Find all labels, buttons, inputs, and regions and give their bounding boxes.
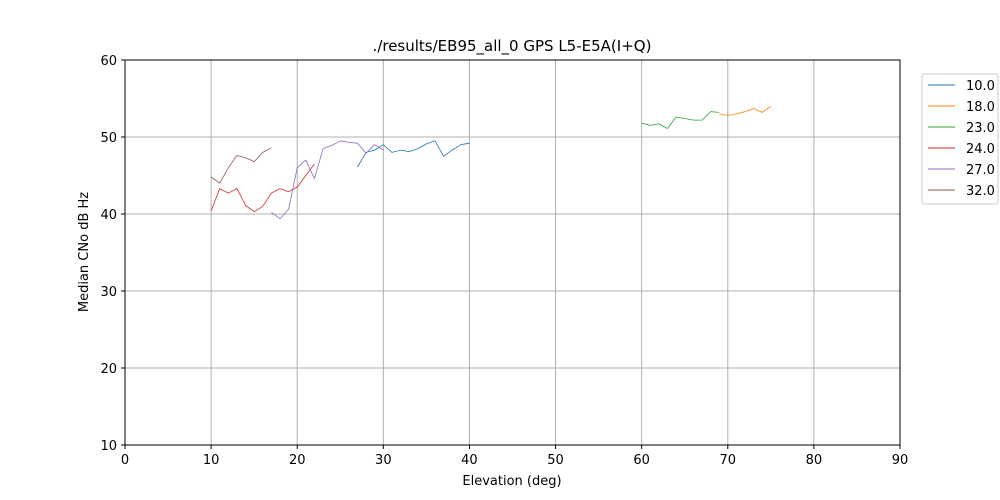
y-tick-label: 40 xyxy=(100,208,117,223)
x-tick-label: 20 xyxy=(289,453,306,468)
series-lines xyxy=(210,105,772,220)
legend-entry-label: 27.0 xyxy=(966,163,995,178)
y-tick-label: 20 xyxy=(100,362,117,377)
y-tick-label: 10 xyxy=(100,439,117,454)
x-tick-label: 0 xyxy=(121,453,129,468)
legend-entry-label: 24.0 xyxy=(966,142,995,157)
y-tick-label: 60 xyxy=(100,54,117,69)
x-tick-label: 60 xyxy=(633,453,650,468)
x-axis-title: Elevation (deg) xyxy=(462,474,561,489)
y-tick-label: 50 xyxy=(100,131,117,146)
series-line-10-0 xyxy=(357,140,470,168)
chart-title: ./results/EB95_all_0 GPS L5-E5A(I+Q) xyxy=(373,37,652,56)
legend: 10.0 18.0 23.0 24.0 27.0 32.0 xyxy=(921,73,999,205)
y-axis-title: Median CNo dB Hz xyxy=(77,192,92,312)
x-tick-label: 30 xyxy=(375,453,392,468)
legend-entry-label: 10.0 xyxy=(966,79,995,94)
series-line-24-0 xyxy=(210,163,315,213)
legend-entry-label: 32.0 xyxy=(966,184,995,199)
legend-entry-label: 18.0 xyxy=(966,100,995,115)
x-tick-label: 10 xyxy=(203,453,220,468)
x-tick-label: 40 xyxy=(461,453,478,468)
grid-lines xyxy=(124,59,901,446)
x-tick-label: 80 xyxy=(806,453,823,468)
axis-ticks: 0 10 20 30 40 50 60 70 80 90 10 20 30 40 50 60 xyxy=(100,54,908,468)
series-line-27-0 xyxy=(271,140,384,220)
y-tick-label: 30 xyxy=(100,285,117,300)
x-tick-label: 90 xyxy=(892,453,909,468)
series-line-18-0 xyxy=(719,105,772,116)
plot-frame xyxy=(124,59,901,446)
legend-entry-label: 23.0 xyxy=(966,121,995,136)
x-tick-label: 50 xyxy=(547,453,564,468)
x-tick-label: 70 xyxy=(720,453,737,468)
series-line-32-0 xyxy=(210,147,272,184)
series-line-23-0 xyxy=(641,111,720,129)
